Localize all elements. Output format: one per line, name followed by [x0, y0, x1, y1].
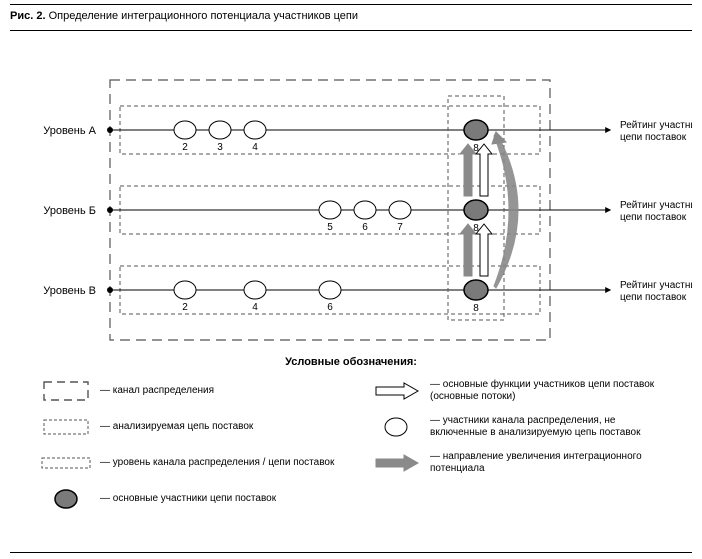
legend-icon-wrap-level_box	[40, 450, 92, 476]
legend-icon-channel_box	[40, 378, 92, 404]
title-underline	[10, 30, 692, 31]
legend-text-empty_node: — участники канала распределения, не вкл…	[430, 415, 670, 440]
legend-title: Условные обозначения:	[0, 356, 702, 368]
legend-icon-gray_arrow	[370, 450, 422, 476]
right-label-V-2: цепи поставок	[620, 292, 687, 303]
core-node-A	[464, 120, 488, 140]
gray-arrow-BA	[460, 144, 476, 196]
level-label-A: Уровень А	[43, 125, 96, 137]
legend-text-channel_box: — канал распределения	[100, 385, 340, 398]
node-label-B-2: 7	[397, 222, 403, 233]
legend-row-hollow_arrow: — основные функции участников цепи поста…	[370, 378, 670, 404]
legend-row-core_node: — основные участники цепи поставок	[40, 486, 340, 512]
legend-text-hollow_arrow: — основные функции участников цепи поста…	[430, 379, 670, 404]
legend: — канал распределения — анализируемая цеп…	[40, 378, 670, 522]
right-label-A-1: Рейтинг участников	[620, 120, 692, 131]
node-label-A-0: 2	[182, 142, 188, 153]
node-B-2	[389, 201, 411, 219]
core-label-V: 8	[473, 303, 479, 314]
top-rule	[10, 4, 692, 5]
legend-icon-wrap-chain_box	[40, 414, 92, 440]
legend-icon-chain_box	[40, 414, 92, 440]
legend-row-channel_box: — канал распределения	[40, 378, 340, 404]
legend-icon-empty_node	[370, 414, 422, 440]
hollow-arrow-BA	[476, 144, 492, 196]
node-A-1	[209, 121, 231, 139]
legend-icon-core_node	[40, 486, 92, 512]
legend-icon-wrap-core_node	[40, 486, 92, 512]
node-label-B-0: 5	[327, 222, 333, 233]
node-V-0	[174, 281, 196, 299]
bottom-rule	[10, 552, 692, 553]
gray-arrow-VB	[460, 224, 476, 276]
node-label-V-1: 4	[252, 302, 258, 313]
node-A-0	[174, 121, 196, 139]
legend-text-gray_arrow: — направление увеличения интеграционного…	[430, 451, 670, 476]
right-label-B-1: Рейтинг участников	[620, 200, 692, 211]
node-B-0	[319, 201, 341, 219]
legend-icon-wrap-channel_box	[40, 378, 92, 404]
node-B-1	[354, 201, 376, 219]
legend-row-gray_arrow: — направление увеличения интеграционного…	[370, 450, 670, 476]
legend-icon-hollow_arrow	[370, 378, 422, 404]
hollow-arrow-VB	[476, 224, 492, 276]
legend-row-empty_node: — участники канала распределения, не вкл…	[370, 414, 670, 440]
right-label-B-2: цепи поставок	[620, 212, 687, 223]
legend-text-level_box: — уровень канала распределения / цепи по…	[100, 457, 340, 470]
figure-caption: Рис. 2. Определение интеграционного поте…	[10, 10, 358, 22]
caption-text: Определение интеграционного потенциала у…	[49, 10, 358, 22]
caption-prefix: Рис. 2.	[10, 10, 46, 22]
right-label-V-1: Рейтинг участников	[620, 280, 692, 291]
diagram-svg: Уровень АРейтинг участниковцепи поставок…	[10, 60, 692, 350]
core-node-V	[464, 280, 488, 300]
node-label-V-2: 6	[327, 302, 333, 313]
legend-text-core_node: — основные участники цепи поставок	[100, 493, 340, 506]
legend-right-col: — основные функции участников цепи поста…	[370, 378, 670, 522]
level-label-V: Уровень В	[43, 285, 96, 297]
node-label-V-0: 2	[182, 302, 188, 313]
node-V-1	[244, 281, 266, 299]
level-dot-V	[107, 287, 113, 293]
legend-icon-wrap-gray_arrow	[370, 450, 422, 476]
node-label-A-2: 4	[252, 142, 258, 153]
legend-icon-wrap-empty_node	[370, 414, 422, 440]
node-label-A-1: 3	[217, 142, 223, 153]
legend-icon-level_box	[40, 450, 92, 476]
legend-text-chain_box: — анализируемая цепь поставок	[100, 421, 340, 434]
legend-icon-wrap-hollow_arrow	[370, 378, 422, 404]
diagram: Уровень АРейтинг участниковцепи поставок…	[10, 60, 692, 350]
level-dot-A	[107, 127, 113, 133]
right-label-A-2: цепи поставок	[620, 132, 687, 143]
core-node-B	[464, 200, 488, 220]
legend-row-chain_box: — анализируемая цепь поставок	[40, 414, 340, 440]
legend-row-level_box: — уровень канала распределения / цепи по…	[40, 450, 340, 476]
node-label-B-1: 6	[362, 222, 368, 233]
level-dot-B	[107, 207, 113, 213]
page: Рис. 2. Определение интеграционного поте…	[0, 0, 702, 559]
legend-left-col: — канал распределения — анализируемая цеп…	[40, 378, 340, 522]
level-label-B: Уровень Б	[43, 205, 96, 217]
node-A-2	[244, 121, 266, 139]
node-V-2	[319, 281, 341, 299]
